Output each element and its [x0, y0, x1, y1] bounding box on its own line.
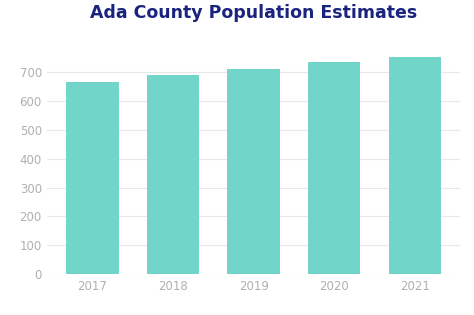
- Bar: [147, 75, 199, 274]
- Bar: [389, 56, 441, 274]
- Bar: [66, 83, 118, 274]
- Bar: [308, 62, 360, 274]
- Title: Ada County Population Estimates: Ada County Population Estimates: [90, 4, 417, 22]
- Bar: [228, 69, 280, 274]
